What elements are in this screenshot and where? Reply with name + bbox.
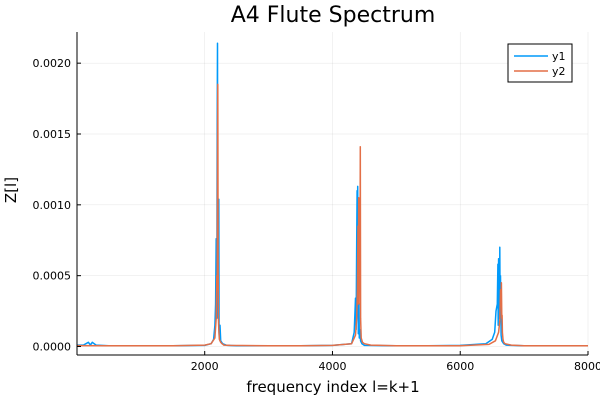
y-axis-label: Z[l]: [2, 177, 20, 203]
y-tick-label-0: 0.0000: [33, 341, 72, 354]
legend-box: [507, 43, 573, 83]
y-tick-label-4: 0.0020: [33, 57, 72, 70]
x-axis-label: frequency index l=k+1: [246, 378, 419, 396]
plot-area: [76, 42, 588, 347]
legend-label-y1: y1: [552, 50, 566, 63]
x-tick-label-0: 2000: [191, 360, 219, 373]
grid-lines: [77, 32, 589, 355]
x-tick-label-1: 4000: [318, 360, 346, 373]
y-tick-label-1: 0.0005: [33, 270, 72, 283]
chart-title: A4 Flute Spectrum: [231, 3, 436, 28]
y-tick-label-2: 0.0010: [33, 199, 72, 212]
series-line-y1: [77, 42, 588, 347]
legend: y1 y2: [507, 43, 573, 83]
series-line-y2: [76, 83, 588, 347]
x-tick-label-3: 8000: [574, 360, 600, 373]
tick-labels: 2000 4000 6000 8000 0.0000 0.0005 0.0010 0.0015…: [33, 57, 600, 373]
axes: [76, 32, 589, 356]
x-tick-label-2: 6000: [446, 360, 474, 373]
y-tick-label-3: 0.0015: [33, 128, 72, 141]
legend-label-y2: y2: [552, 65, 566, 78]
